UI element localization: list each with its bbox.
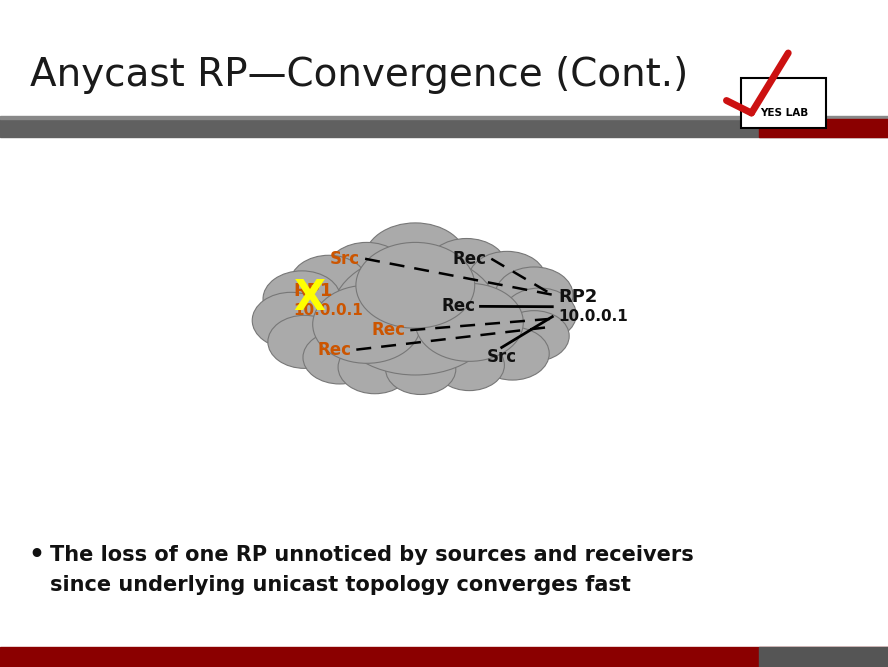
Text: The loss of one RP unnoticed by sources and receivers: The loss of one RP unnoticed by sources … <box>50 545 694 565</box>
Text: •: • <box>28 543 44 567</box>
Bar <box>0 119 888 137</box>
Ellipse shape <box>416 283 523 362</box>
Ellipse shape <box>385 344 456 394</box>
Ellipse shape <box>499 311 569 362</box>
Text: since underlying unicast topology converges fast: since underlying unicast topology conver… <box>50 575 630 595</box>
Ellipse shape <box>252 292 330 348</box>
Bar <box>0 647 888 667</box>
Ellipse shape <box>268 315 341 368</box>
Bar <box>759 119 888 137</box>
Text: 10.0.0.1: 10.0.0.1 <box>559 309 628 324</box>
Text: Rec: Rec <box>452 249 487 267</box>
Ellipse shape <box>364 223 466 297</box>
Bar <box>741 78 827 128</box>
Ellipse shape <box>426 239 507 297</box>
Text: Src: Src <box>487 348 517 366</box>
Ellipse shape <box>338 341 411 394</box>
Ellipse shape <box>290 255 368 311</box>
Ellipse shape <box>326 242 408 301</box>
Ellipse shape <box>263 271 341 327</box>
Text: Rec: Rec <box>317 341 352 359</box>
Text: Rec: Rec <box>371 321 405 339</box>
Text: RP2: RP2 <box>559 287 598 305</box>
Bar <box>759 647 888 667</box>
Text: YES LAB: YES LAB <box>760 108 808 118</box>
Ellipse shape <box>434 340 504 391</box>
Ellipse shape <box>331 254 499 375</box>
Ellipse shape <box>303 331 377 384</box>
Text: RP1: RP1 <box>293 282 332 300</box>
Ellipse shape <box>476 327 549 380</box>
Ellipse shape <box>496 267 573 323</box>
Text: X: X <box>293 277 325 319</box>
Ellipse shape <box>468 251 546 307</box>
Ellipse shape <box>356 242 475 328</box>
Ellipse shape <box>503 288 576 341</box>
Text: Anycast RP—Convergence (Cont.): Anycast RP—Convergence (Cont.) <box>30 56 688 94</box>
Ellipse shape <box>313 285 421 364</box>
Text: Src: Src <box>330 249 361 267</box>
Bar <box>0 116 888 119</box>
Text: 10.0.0.1: 10.0.0.1 <box>293 303 362 318</box>
Text: Rec: Rec <box>441 297 475 315</box>
